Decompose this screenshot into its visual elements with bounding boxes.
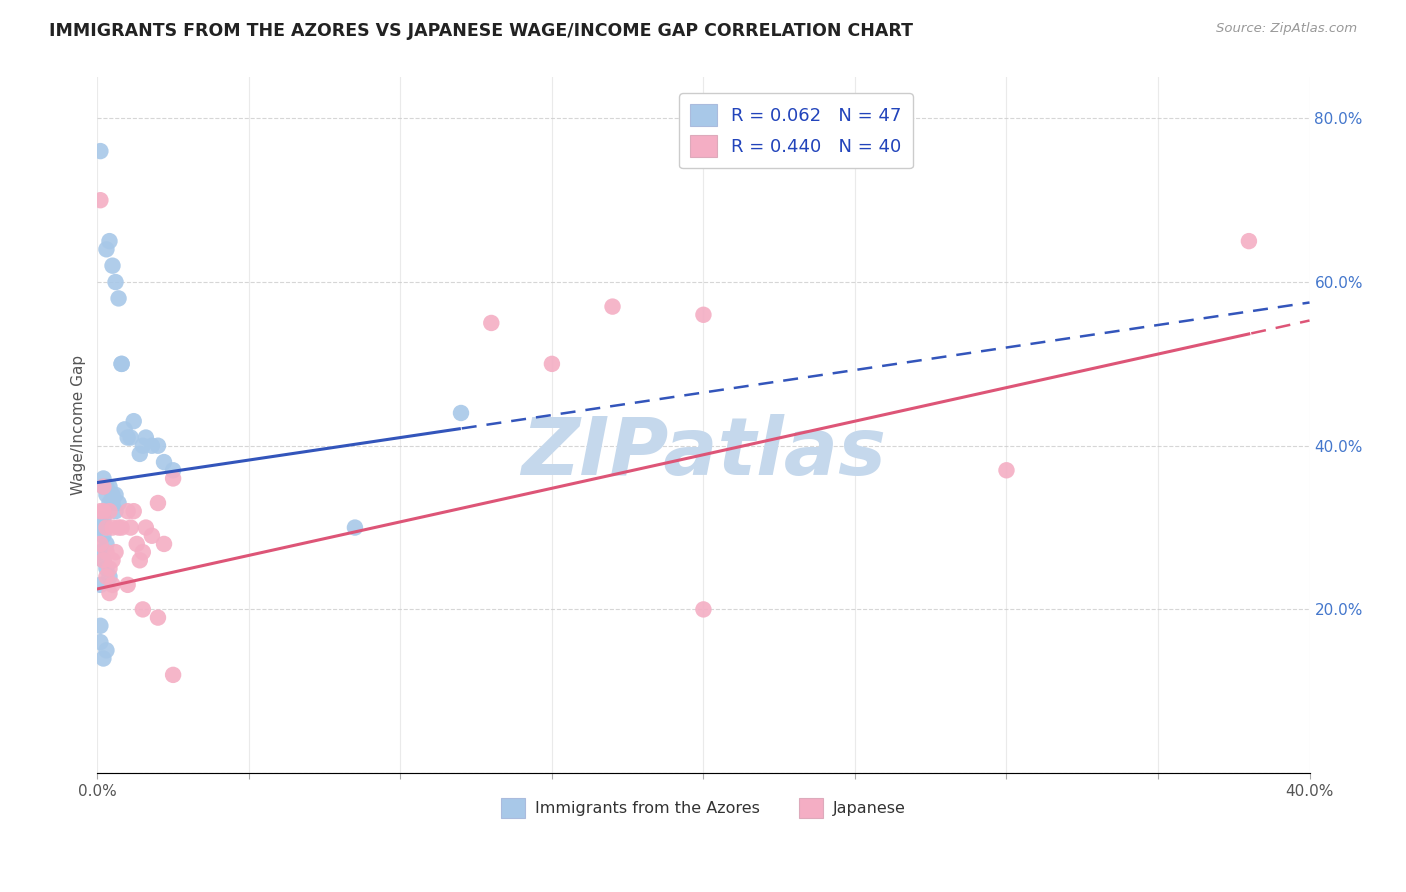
Point <box>89 619 111 633</box>
Point <box>96 537 118 551</box>
Point <box>122 414 145 428</box>
Point <box>104 504 127 518</box>
Point <box>96 488 118 502</box>
Point <box>162 471 184 485</box>
Point <box>132 602 155 616</box>
Point <box>128 553 150 567</box>
Point <box>101 578 124 592</box>
Point <box>110 357 132 371</box>
Point <box>93 480 115 494</box>
Point <box>93 471 115 485</box>
Point <box>120 520 142 534</box>
Point <box>141 439 163 453</box>
Point <box>96 561 118 575</box>
Point <box>101 488 124 502</box>
Point <box>89 193 111 207</box>
Point <box>120 431 142 445</box>
Point <box>93 651 115 665</box>
Point <box>93 504 115 518</box>
Point <box>995 463 1018 477</box>
Point <box>98 569 121 583</box>
Point <box>114 422 136 436</box>
Point <box>104 488 127 502</box>
Point <box>132 545 155 559</box>
Point <box>135 520 157 534</box>
Point <box>93 529 115 543</box>
Point <box>107 292 129 306</box>
Point <box>132 439 155 453</box>
Point <box>96 545 118 559</box>
Point <box>101 553 124 567</box>
Point <box>89 520 111 534</box>
Point <box>89 578 111 592</box>
Point <box>146 610 169 624</box>
Point <box>96 520 118 534</box>
Point <box>117 578 139 592</box>
Point <box>128 447 150 461</box>
Point <box>117 431 139 445</box>
Point <box>89 512 111 526</box>
Y-axis label: Wage/Income Gap: Wage/Income Gap <box>72 355 86 495</box>
Point <box>135 431 157 445</box>
Point <box>89 545 111 559</box>
Text: IMMIGRANTS FROM THE AZORES VS JAPANESE WAGE/INCOME GAP CORRELATION CHART: IMMIGRANTS FROM THE AZORES VS JAPANESE W… <box>49 22 914 40</box>
Point <box>98 496 121 510</box>
Point <box>89 520 111 534</box>
Point <box>98 561 121 575</box>
Point <box>146 496 169 510</box>
Point <box>541 357 564 371</box>
Text: Source: ZipAtlas.com: Source: ZipAtlas.com <box>1216 22 1357 36</box>
Point <box>1237 234 1260 248</box>
Point <box>89 144 111 158</box>
Point <box>107 520 129 534</box>
Point <box>146 439 169 453</box>
Legend: Immigrants from the Azores, Japanese: Immigrants from the Azores, Japanese <box>495 792 912 824</box>
Point <box>122 504 145 518</box>
Point <box>96 569 118 583</box>
Point <box>602 300 624 314</box>
Point <box>117 504 139 518</box>
Point <box>162 668 184 682</box>
Point <box>101 496 124 510</box>
Point <box>692 602 714 616</box>
Text: ZIPatlas: ZIPatlas <box>522 414 886 492</box>
Point <box>89 504 111 518</box>
Point <box>98 480 121 494</box>
Point <box>98 504 121 518</box>
Point <box>101 520 124 534</box>
Point <box>343 520 366 534</box>
Point <box>104 545 127 559</box>
Point <box>692 308 714 322</box>
Point <box>141 529 163 543</box>
Point <box>89 635 111 649</box>
Point <box>93 480 115 494</box>
Point <box>96 643 118 657</box>
Point <box>153 537 176 551</box>
Point <box>96 242 118 256</box>
Point <box>93 512 115 526</box>
Point <box>479 316 502 330</box>
Point <box>153 455 176 469</box>
Point <box>162 463 184 477</box>
Point <box>450 406 472 420</box>
Point <box>104 275 127 289</box>
Point <box>98 234 121 248</box>
Point <box>93 553 115 567</box>
Point <box>101 259 124 273</box>
Point <box>89 537 111 551</box>
Point <box>110 520 132 534</box>
Point <box>110 357 132 371</box>
Point <box>98 586 121 600</box>
Point <box>96 480 118 494</box>
Point <box>125 537 148 551</box>
Point <box>93 553 115 567</box>
Point <box>107 496 129 510</box>
